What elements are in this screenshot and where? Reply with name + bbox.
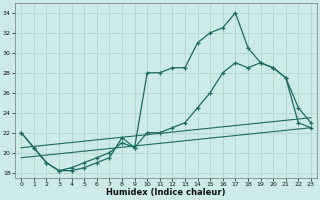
X-axis label: Humidex (Indice chaleur): Humidex (Indice chaleur) bbox=[106, 188, 226, 197]
